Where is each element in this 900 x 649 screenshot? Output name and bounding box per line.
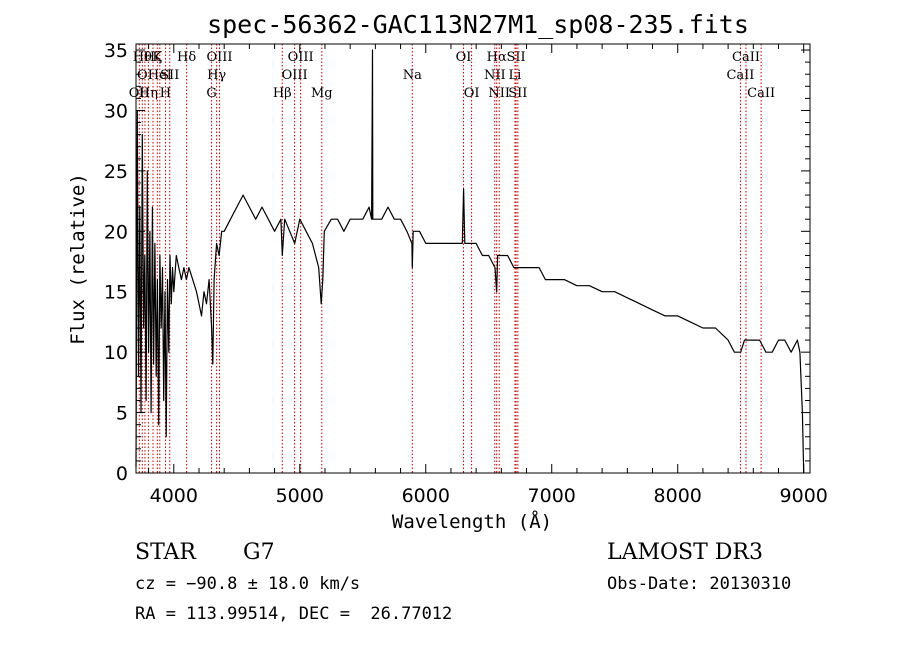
y-tick-label: 30	[104, 100, 128, 122]
spectral-line-label: Hα	[487, 50, 507, 65]
x-tick-label: 6000	[402, 485, 450, 507]
y-tick-label: 15	[104, 282, 128, 304]
x-tick-label: 5000	[276, 485, 324, 507]
x-tick-label: 4000	[150, 485, 198, 507]
spectral-line-label: OIII	[206, 50, 232, 65]
spectral-line-label: SII	[160, 68, 179, 83]
y-tick-label: 10	[104, 342, 128, 364]
spectral-line-label: OIII	[282, 68, 308, 83]
spectral-line-label: Li	[509, 68, 522, 83]
spectral-line-label: SII	[508, 86, 527, 101]
plot-frame	[135, 43, 811, 474]
spectral-line-label: CaII	[747, 86, 775, 101]
y-tick-label: 5	[116, 403, 128, 425]
spectral-line-label: NII	[488, 86, 510, 101]
spectral-line-label: SII	[506, 50, 525, 65]
series-layer	[135, 49, 805, 474]
spectrum-series-line	[135, 49, 805, 474]
spectral-line-label: Hη	[139, 86, 158, 101]
spectral-line-label: CaII	[732, 50, 760, 65]
sky-coordinates: RA = 113.99514, DEC = 26.77012	[135, 604, 453, 624]
spectral-line-label: OI	[464, 86, 480, 101]
spectral-line-label: H	[160, 86, 171, 101]
observation-date: Obs-Date: 20130310	[607, 574, 792, 594]
spectral-line-label: CaII	[726, 68, 754, 83]
x-tick-label: 9000	[780, 485, 828, 507]
y-tick-label: 20	[104, 221, 128, 243]
spectral-line-label: K	[152, 50, 162, 65]
y-tick-label: 0	[116, 463, 128, 485]
spectral-line-label: NII	[484, 68, 506, 83]
x-tick-label: 7000	[528, 485, 576, 507]
y-tick-label: 25	[104, 161, 128, 183]
spectral-line-label: Hθ	[133, 50, 152, 65]
spectral-line-label: Hζ	[144, 50, 162, 65]
spectral-line-label: G	[206, 86, 216, 101]
y-axis-label: Flux (relative)	[67, 173, 89, 345]
spectral-line-label: OI	[137, 68, 153, 83]
x-axis-label: Wavelength (Å)	[392, 510, 552, 533]
object-subclass: G7	[243, 540, 275, 565]
spectral-line-label: Hδ	[177, 50, 196, 65]
spectral-lines-layer: OIIHθOIHηHζKHeIHSIIHδGHγOIIIHβOIIIOIIIMg…	[129, 44, 775, 473]
spectral-line-label: OIII	[288, 50, 314, 65]
redshift-value: cz = −90.8 ± 18.0 km/s	[135, 574, 361, 594]
axis-ticks-layer: 4000 5000 6000 7000 8000 9000 0 5 10 15 20 25 30 35	[104, 40, 828, 507]
x-tick-label: 8000	[654, 485, 702, 507]
y-tick-label: 35	[104, 40, 128, 62]
spectral-line-label: OI	[456, 50, 472, 65]
survey-release: LAMOST DR3	[607, 540, 763, 565]
spectral-line-label: Mg	[311, 86, 333, 101]
chart-title: spec-56362-GAC113N27M1_sp08-235.fits	[207, 10, 749, 39]
spectral-line-label: Hγ	[207, 68, 226, 83]
object-class: STAR	[135, 540, 196, 565]
spectral-line-label: Na	[403, 68, 422, 83]
spectral-line-label: Hβ	[273, 86, 292, 101]
